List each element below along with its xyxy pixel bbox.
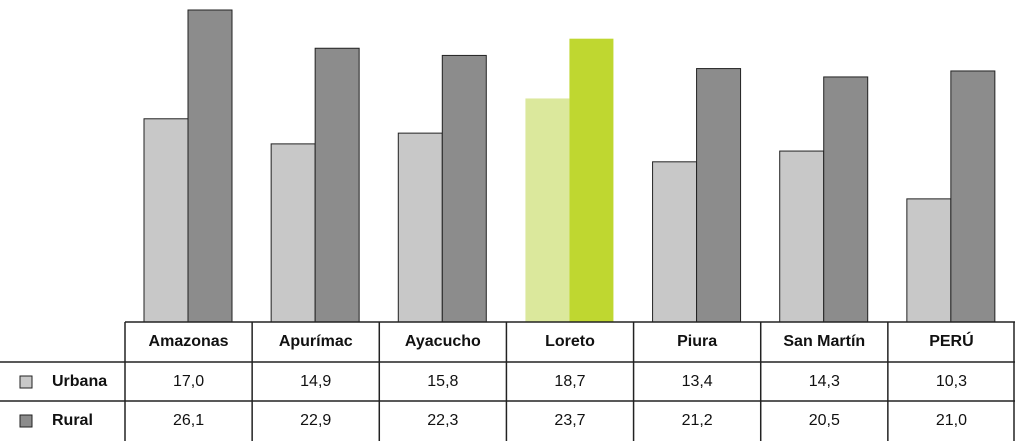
table-value: 14,9 <box>300 373 331 390</box>
bar <box>270 143 316 323</box>
category-label: Piura <box>677 333 717 350</box>
table-value: 23,7 <box>554 412 585 429</box>
table-value: 20,5 <box>809 412 840 429</box>
bar <box>143 118 189 323</box>
category-label: Amazonas <box>149 333 229 350</box>
category-label: San Martín <box>783 333 865 350</box>
bar <box>652 161 698 323</box>
table-value: 14,3 <box>809 373 840 390</box>
table-value: 22,3 <box>427 412 458 429</box>
bar <box>696 68 742 323</box>
table-value: 21,0 <box>936 412 967 429</box>
table-value: 13,4 <box>682 373 713 390</box>
legend-label: Rural <box>52 412 93 429</box>
legend-label: Urbana <box>52 373 107 390</box>
bar <box>906 198 952 323</box>
bar <box>823 76 869 323</box>
table-value: 10,3 <box>936 373 967 390</box>
bar <box>950 70 996 323</box>
bar <box>441 54 487 323</box>
table-value: 15,8 <box>427 373 458 390</box>
category-label: Apurímac <box>279 333 353 350</box>
legend-swatch <box>19 375 33 389</box>
legend-swatch <box>19 414 33 428</box>
table-value: 21,2 <box>682 412 713 429</box>
table-value: 18,7 <box>554 373 585 390</box>
bar <box>187 9 233 323</box>
table-value: 17,0 <box>173 373 204 390</box>
table-value: 22,9 <box>300 412 331 429</box>
category-label: Loreto <box>545 333 595 350</box>
bar <box>779 150 825 323</box>
bar <box>569 38 614 322</box>
bar <box>397 132 443 323</box>
bar <box>314 47 360 323</box>
category-label: Ayacucho <box>405 333 481 350</box>
bar <box>525 98 570 322</box>
category-label: PERÚ <box>929 331 973 350</box>
table-value: 26,1 <box>173 412 204 429</box>
